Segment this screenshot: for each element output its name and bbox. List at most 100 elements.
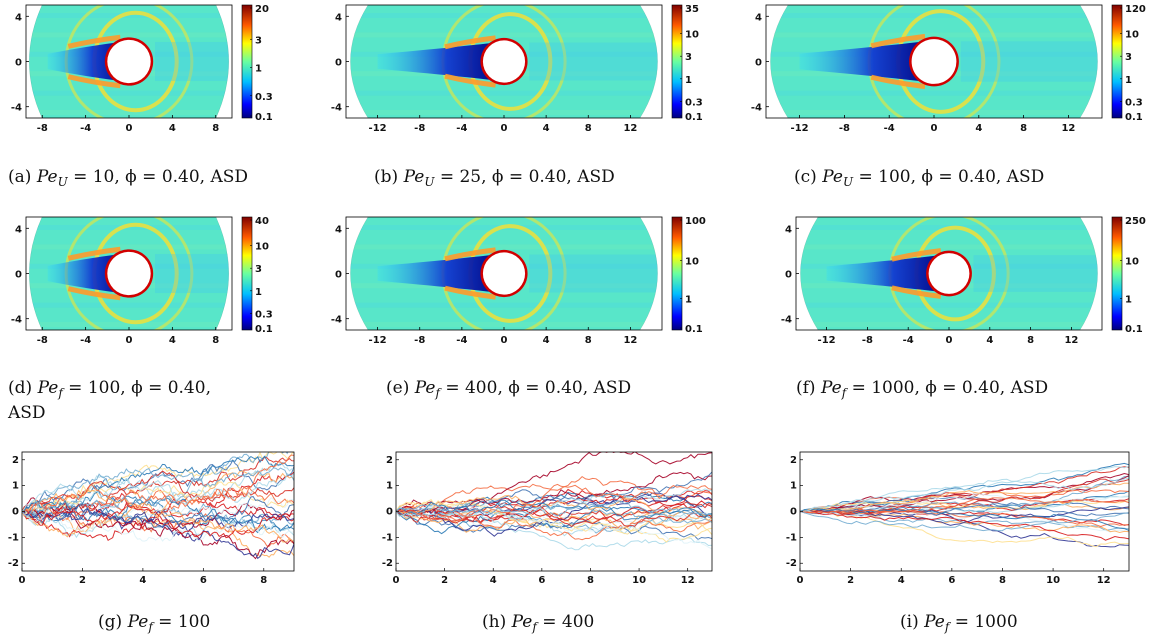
trajectory-line-h <box>396 495 712 523</box>
colorbar-label-c: 10 <box>1125 30 1139 41</box>
x-tick-label-f: 12 <box>1064 335 1078 346</box>
colorbar-label-d: 0.3 <box>255 309 273 320</box>
colorbar-label-d: 3 <box>255 264 262 275</box>
field-plot-e: -12 -8 -4 0 4 8 12 4 0 -4 100 10 1 0.1 <box>320 212 720 352</box>
y-tick-label-i: -2 <box>786 558 797 569</box>
trajectory-plot-g: 0 2 4 6 8 2 1 0 -1 -2 <box>8 446 296 591</box>
colorbar-c <box>1111 4 1123 119</box>
x-tick-label-d: 8 <box>212 335 219 346</box>
colorbar-label-c: 0.3 <box>1125 97 1143 108</box>
x-tick-label-c: 8 <box>1020 123 1027 134</box>
trajectory-line-h <box>396 501 712 543</box>
field-image-b <box>350 5 658 118</box>
trajectory-line-h <box>396 506 712 551</box>
trajectory-line-g <box>22 502 294 560</box>
x-tick-label-c: 12 <box>1061 123 1075 134</box>
x-tick-label-i: 0 <box>797 575 804 586</box>
y-tick-label-a: -4 <box>11 103 22 114</box>
y-tick-label-i: 2 <box>790 455 797 466</box>
caption-c: (c) PeU = 100, ϕ = 0.40, ASD <box>794 167 1045 189</box>
colorbar-label-c: 0.1 <box>1125 112 1143 123</box>
colorbar-label-a: 20 <box>255 4 269 15</box>
colorbar-label-f: 10 <box>1125 257 1139 268</box>
x-tick-label-a: -8 <box>37 123 48 134</box>
trajectory-line-h <box>396 471 712 518</box>
x-tick-label-c: 0 <box>931 123 938 134</box>
trajectory-line-i <box>800 497 1129 514</box>
x-tick-label-a: 8 <box>212 123 219 134</box>
colorbar-label-c: 120 <box>1125 4 1146 15</box>
trajectory-line-g <box>22 507 294 560</box>
trajectory-line-i <box>800 496 1129 514</box>
y-tick-label-h: 2 <box>386 455 393 466</box>
x-tick-label-f: -8 <box>862 335 873 346</box>
y-tick-label-g: 0 <box>12 507 19 518</box>
x-tick-label-f: 0 <box>946 335 953 346</box>
y-tick-label-c: -4 <box>751 103 762 114</box>
field-svg-e: -12 -8 -4 0 4 8 12 4 0 -4 100 10 1 0.1 <box>331 216 706 346</box>
trajectory-line-h <box>396 452 712 512</box>
x-tick-label-h: 10 <box>632 575 646 586</box>
y-tick-label-i: 0 <box>790 507 797 518</box>
x-tick-label-f: 4 <box>986 335 993 346</box>
caption-a: (a) PeU = 10, ϕ = 0.40, ASD <box>8 167 249 189</box>
trajectory-line-i <box>800 489 1129 512</box>
colorbar-label-e: 100 <box>685 216 706 227</box>
trajectory-line-g <box>22 471 294 542</box>
trajectory-line-g <box>22 481 294 516</box>
x-tick-label-a: -4 <box>80 123 91 134</box>
colorbar-label-d: 10 <box>255 242 269 253</box>
trajectory-plot-h: 0 2 4 6 8 10 12 2 1 0 -1 -2 <box>382 446 714 591</box>
x-tick-label-h: 12 <box>681 575 695 586</box>
colorbar-label-e: 1 <box>685 294 692 305</box>
x-tick-label-g: 0 <box>19 575 26 586</box>
x-tick-label-b: -4 <box>456 123 467 134</box>
x-tick-label-i: 2 <box>847 575 854 586</box>
colorbar-label-d: 1 <box>255 287 262 298</box>
y-tick-label-f: -4 <box>781 315 792 326</box>
x-tick-label-e: -8 <box>414 335 425 346</box>
x-tick-label-e: -4 <box>456 335 467 346</box>
x-tick-label-g: 8 <box>260 575 267 586</box>
x-tick-label-g: 2 <box>79 575 86 586</box>
trajectory-line-g <box>22 511 294 547</box>
trajectory-line-i <box>800 507 1129 532</box>
trajectory-line-i <box>800 511 1129 548</box>
field-plot-c: -12 -8 -4 0 4 8 12 4 0 -4 120 10 3 1 0.3 0.1 <box>740 0 1160 140</box>
trajectory-line-g <box>22 506 294 558</box>
colorbar-label-a: 0.1 <box>255 112 273 123</box>
trajectory-line-h <box>396 475 712 516</box>
colorbar-label-c: 1 <box>1125 75 1132 86</box>
x-tick-label-g: 6 <box>200 575 207 586</box>
x-tick-label-c: -4 <box>884 123 895 134</box>
y-tick-label-b: -4 <box>331 103 342 114</box>
colorbar-label-b: 0.1 <box>685 112 703 123</box>
x-tick-label-f: 8 <box>1027 335 1034 346</box>
trajectory-line-g <box>22 497 294 523</box>
colorbar-a <box>241 4 253 119</box>
trajectory-line-g <box>22 509 294 542</box>
x-tick-label-f: -12 <box>818 335 836 346</box>
colorbar-f <box>1111 216 1123 331</box>
caption-g: (g) Pef = 100 <box>98 612 211 634</box>
y-tick-label-h: 0 <box>386 507 393 518</box>
colorbar-label-f: 250 <box>1125 216 1146 227</box>
trajectory-line-i <box>800 493 1129 515</box>
trajectory-line-h <box>396 484 712 522</box>
x-tick-label-e: 8 <box>585 335 592 346</box>
x-tick-label-i: 10 <box>1046 575 1060 586</box>
colorbar-label-c: 3 <box>1125 52 1132 63</box>
y-tick-label-b: 4 <box>335 12 342 23</box>
colorbar-label-a: 3 <box>255 35 262 46</box>
y-tick-label-d: 4 <box>15 224 22 235</box>
field-image-f <box>800 217 1098 330</box>
caption-d: (d) Pef = 100, ϕ = 0.40, ASD <box>8 378 211 423</box>
x-tick-label-c: -8 <box>839 123 850 134</box>
field-svg-b: -12 -8 -4 0 4 8 12 4 0 -4 35 10 3 1 0.3 0.1 <box>331 4 703 134</box>
trajectory-line-g <box>22 455 294 512</box>
x-tick-label-e: 4 <box>543 335 550 346</box>
x-tick-label-b: 4 <box>543 123 550 134</box>
trajectory-line-i <box>800 511 1129 541</box>
y-tick-label-c: 4 <box>755 12 762 23</box>
